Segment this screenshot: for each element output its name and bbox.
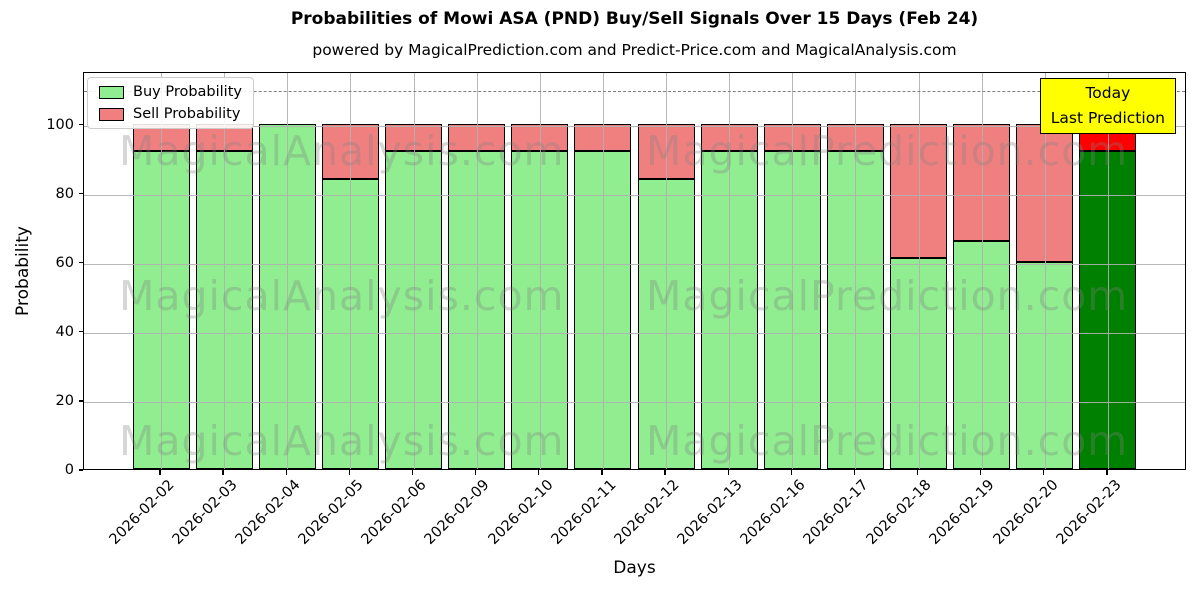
- x-tick-mark: [727, 470, 729, 475]
- y-tick-label: 40: [55, 323, 74, 340]
- x-tick-mark: [348, 470, 351, 475]
- buy-probability-swatch: [99, 85, 124, 99]
- h-gridline: [84, 401, 1185, 403]
- x-tick-label: 2026-02-02: [106, 477, 178, 548]
- h-gridline: [84, 263, 1185, 265]
- v-gridline: [1044, 73, 1046, 469]
- x-tick-mark: [1106, 470, 1108, 475]
- x-tick-mark: [916, 470, 919, 475]
- legend-item-buy: Buy Probability: [99, 84, 242, 100]
- y-tick-label: 80: [55, 185, 74, 202]
- legend-item-sell: Sell Probability: [99, 106, 242, 122]
- watermark-magicalprediction: MagicalPrediction.com: [646, 272, 1129, 320]
- v-gridline: [224, 73, 226, 469]
- plot-area: MagicalAnalysis.com MagicalPrediction.com…: [83, 72, 1186, 470]
- watermark-magicalprediction: MagicalPrediction.com: [646, 127, 1129, 175]
- x-tick-mark: [411, 470, 414, 475]
- x-tick-label: 2026-02-13: [674, 477, 746, 548]
- x-tick-mark: [790, 470, 792, 475]
- v-gridline: [476, 73, 478, 469]
- y-tick-label: 100: [46, 116, 74, 133]
- legend: Buy Probability Sell Probability: [87, 77, 254, 129]
- v-gridline: [792, 73, 794, 469]
- h-gridline: [84, 194, 1185, 196]
- x-tick-mark: [538, 470, 540, 475]
- x-tick-label: 2026-02-16: [737, 477, 809, 548]
- x-tick-label: 2026-02-05: [295, 477, 367, 548]
- x-tick-mark: [285, 470, 287, 475]
- x-tick-label: 2026-02-19: [927, 477, 999, 548]
- x-tick-label: 2026-02-12: [611, 477, 683, 548]
- h-gridline: [84, 332, 1185, 334]
- x-tick-label: 2026-02-09: [422, 477, 493, 548]
- today-annotation-line2: Last Prediction: [1050, 108, 1165, 127]
- v-gridline: [602, 73, 604, 469]
- x-tick-mark: [853, 470, 856, 475]
- today-annotation: Today Last Prediction: [1039, 78, 1176, 134]
- v-gridline: [539, 73, 541, 469]
- threshold-dashed-line: [84, 91, 1185, 92]
- v-gridline: [350, 73, 352, 469]
- v-gridline: [918, 73, 920, 469]
- x-tick-mark: [980, 470, 982, 475]
- v-gridline: [729, 73, 731, 469]
- legend-label-buy: Buy Probability: [133, 84, 242, 100]
- y-tick-label: 0: [64, 462, 74, 478]
- x-tick-mark: [159, 470, 161, 475]
- x-tick-label: 2026-02-17: [800, 477, 872, 548]
- x-tick-label: 2026-02-18: [863, 477, 935, 548]
- x-tick-label: 2026-02-06: [358, 477, 430, 548]
- x-tick-mark: [601, 470, 603, 475]
- x-tick-label: 2026-02-10: [485, 477, 557, 548]
- y-tick-label: 20: [55, 392, 74, 409]
- x-tick-label: 2026-02-20: [990, 477, 1062, 548]
- today-annotation-line1: Today: [1085, 84, 1131, 102]
- x-tick-mark: [1043, 470, 1045, 475]
- watermark-magicalanalysis: MagicalAnalysis.com: [119, 417, 565, 465]
- watermark-magicalanalysis: MagicalAnalysis.com: [119, 127, 565, 175]
- x-tick-label: 2026-02-11: [548, 477, 620, 548]
- v-gridline: [413, 73, 415, 469]
- y-axis-label: Probability: [13, 226, 33, 316]
- chart-subtitle: powered by MagicalPrediction.com and Pre…: [312, 41, 957, 59]
- x-tick-mark: [664, 470, 666, 475]
- v-gridline: [855, 73, 857, 469]
- x-tick-label: 2026-02-23: [1053, 477, 1125, 548]
- x-tick-label: 2026-02-04: [232, 477, 304, 548]
- h-gridline: [84, 125, 1185, 127]
- sell-probability-swatch: [99, 107, 124, 121]
- y-tick-label: 60: [55, 254, 74, 271]
- x-tick-label: 2026-02-03: [169, 477, 241, 548]
- watermark-magicalanalysis: MagicalAnalysis.com: [119, 272, 565, 320]
- x-tick-mark: [475, 470, 477, 475]
- x-axis-label: Days: [613, 558, 656, 578]
- v-gridline: [287, 73, 289, 469]
- v-gridline: [981, 73, 983, 469]
- v-gridline: [1107, 73, 1109, 469]
- x-tick-mark: [222, 470, 224, 475]
- legend-label-sell: Sell Probability: [133, 106, 241, 122]
- v-gridline: [161, 73, 162, 469]
- watermark-magicalprediction: MagicalPrediction.com: [646, 417, 1129, 465]
- v-gridline: [666, 73, 668, 469]
- chart-title: Probabilities of Mowi ASA (PND) Buy/Sell…: [290, 9, 979, 29]
